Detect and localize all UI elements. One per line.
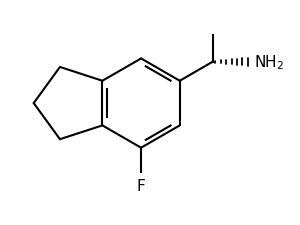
- Text: NH$_2$: NH$_2$: [254, 53, 284, 72]
- Text: F: F: [137, 178, 146, 193]
